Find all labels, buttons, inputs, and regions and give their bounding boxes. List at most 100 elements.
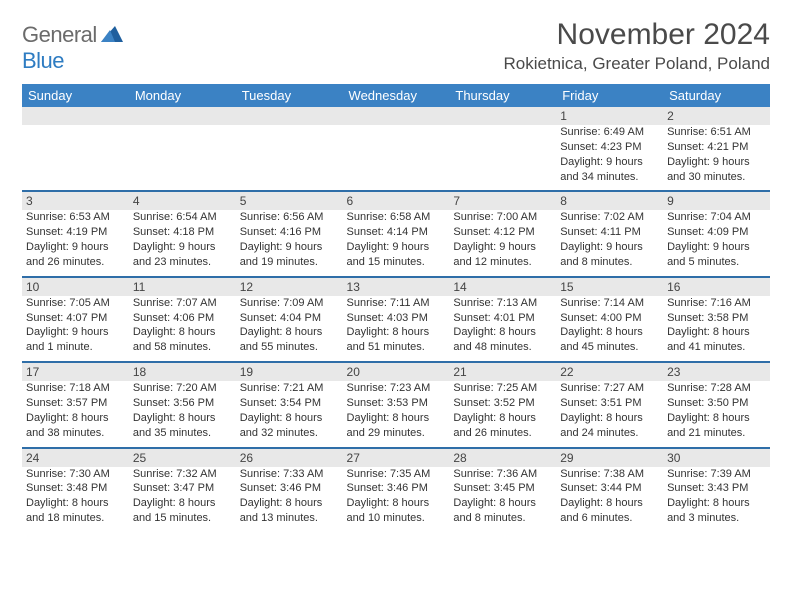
daynum-row: 10111213141516 (22, 277, 770, 296)
day-cell (343, 125, 450, 191)
day-cell: Sunrise: 7:09 AMSunset: 4:04 PMDaylight:… (236, 296, 343, 362)
day-number: 6 (343, 191, 450, 210)
sunset-text: Sunset: 3:45 PM (453, 481, 552, 496)
sunrise-text: Sunrise: 6:54 AM (133, 210, 232, 225)
daylight-text: Daylight: 9 hours and 19 minutes. (240, 240, 339, 270)
sunset-text: Sunset: 4:07 PM (26, 311, 125, 326)
day-number (343, 107, 450, 125)
sunset-text: Sunset: 3:43 PM (667, 481, 766, 496)
sunrise-text: Sunrise: 7:07 AM (133, 296, 232, 311)
day-header: Saturday (663, 84, 770, 107)
day-number: 19 (236, 362, 343, 381)
daylight-text: Daylight: 8 hours and 26 minutes. (453, 411, 552, 441)
sunrise-text: Sunrise: 7:11 AM (347, 296, 446, 311)
sunrise-text: Sunrise: 7:05 AM (26, 296, 125, 311)
day-header: Tuesday (236, 84, 343, 107)
sunrise-text: Sunrise: 7:33 AM (240, 467, 339, 482)
sunset-text: Sunset: 4:06 PM (133, 311, 232, 326)
sunset-text: Sunset: 3:46 PM (347, 481, 446, 496)
daylight-text: Daylight: 8 hours and 6 minutes. (560, 496, 659, 526)
title-block: November 2024 Rokietnica, Greater Poland… (504, 18, 771, 74)
day-number: 3 (22, 191, 129, 210)
daylight-text: Daylight: 8 hours and 21 minutes. (667, 411, 766, 441)
day-cell: Sunrise: 7:13 AMSunset: 4:01 PMDaylight:… (449, 296, 556, 362)
day-header: Wednesday (343, 84, 450, 107)
daylight-text: Daylight: 8 hours and 29 minutes. (347, 411, 446, 441)
daylight-text: Daylight: 8 hours and 13 minutes. (240, 496, 339, 526)
sunrise-text: Sunrise: 7:39 AM (667, 467, 766, 482)
day-number: 21 (449, 362, 556, 381)
day-cell: Sunrise: 7:18 AMSunset: 3:57 PMDaylight:… (22, 381, 129, 447)
sunrise-text: Sunrise: 7:21 AM (240, 381, 339, 396)
brand-general: General (22, 22, 97, 47)
day-number: 12 (236, 277, 343, 296)
daylight-text: Daylight: 9 hours and 5 minutes. (667, 240, 766, 270)
sunrise-text: Sunrise: 7:00 AM (453, 210, 552, 225)
sunrise-text: Sunrise: 7:02 AM (560, 210, 659, 225)
day-cell: Sunrise: 7:05 AMSunset: 4:07 PMDaylight:… (22, 296, 129, 362)
day-number: 15 (556, 277, 663, 296)
sunset-text: Sunset: 3:56 PM (133, 396, 232, 411)
sunset-text: Sunset: 4:00 PM (560, 311, 659, 326)
week-row: Sunrise: 7:30 AMSunset: 3:48 PMDaylight:… (22, 467, 770, 532)
daynum-row: 3456789 (22, 191, 770, 210)
day-number: 1 (556, 107, 663, 125)
day-cell: Sunrise: 7:21 AMSunset: 3:54 PMDaylight:… (236, 381, 343, 447)
day-cell: Sunrise: 7:23 AMSunset: 3:53 PMDaylight:… (343, 381, 450, 447)
sunset-text: Sunset: 3:58 PM (667, 311, 766, 326)
week-row: Sunrise: 6:49 AMSunset: 4:23 PMDaylight:… (22, 125, 770, 191)
daylight-text: Daylight: 8 hours and 18 minutes. (26, 496, 125, 526)
sunset-text: Sunset: 4:18 PM (133, 225, 232, 240)
day-number (449, 107, 556, 125)
daynum-row: 24252627282930 (22, 448, 770, 467)
daylight-text: Daylight: 8 hours and 3 minutes. (667, 496, 766, 526)
month-title: November 2024 (504, 18, 771, 52)
sunset-text: Sunset: 3:47 PM (133, 481, 232, 496)
sunset-text: Sunset: 3:44 PM (560, 481, 659, 496)
sunrise-text: Sunrise: 7:32 AM (133, 467, 232, 482)
day-number: 18 (129, 362, 236, 381)
sunset-text: Sunset: 3:52 PM (453, 396, 552, 411)
brand-triangle-icon (101, 22, 123, 48)
daylight-text: Daylight: 9 hours and 30 minutes. (667, 155, 766, 185)
day-cell (449, 125, 556, 191)
day-cell: Sunrise: 7:27 AMSunset: 3:51 PMDaylight:… (556, 381, 663, 447)
sunset-text: Sunset: 3:57 PM (26, 396, 125, 411)
day-cell: Sunrise: 7:02 AMSunset: 4:11 PMDaylight:… (556, 210, 663, 276)
sunset-text: Sunset: 3:53 PM (347, 396, 446, 411)
daylight-text: Daylight: 8 hours and 48 minutes. (453, 325, 552, 355)
sunrise-text: Sunrise: 7:18 AM (26, 381, 125, 396)
sunrise-text: Sunrise: 7:25 AM (453, 381, 552, 396)
daylight-text: Daylight: 9 hours and 8 minutes. (560, 240, 659, 270)
sunrise-text: Sunrise: 7:35 AM (347, 467, 446, 482)
sunrise-text: Sunrise: 7:20 AM (133, 381, 232, 396)
day-cell (129, 125, 236, 191)
daylight-text: Daylight: 9 hours and 15 minutes. (347, 240, 446, 270)
sunrise-text: Sunrise: 7:13 AM (453, 296, 552, 311)
day-number: 4 (129, 191, 236, 210)
day-cell: Sunrise: 7:20 AMSunset: 3:56 PMDaylight:… (129, 381, 236, 447)
day-cell (22, 125, 129, 191)
sunset-text: Sunset: 3:50 PM (667, 396, 766, 411)
sunset-text: Sunset: 4:16 PM (240, 225, 339, 240)
sunset-text: Sunset: 4:12 PM (453, 225, 552, 240)
day-cell: Sunrise: 7:33 AMSunset: 3:46 PMDaylight:… (236, 467, 343, 532)
brand-blue: Blue (22, 48, 64, 73)
daylight-text: Daylight: 9 hours and 12 minutes. (453, 240, 552, 270)
day-header: Sunday (22, 84, 129, 107)
brand-logo: General Blue (22, 22, 123, 74)
sunset-text: Sunset: 4:11 PM (560, 225, 659, 240)
calendar-header-row: Sunday Monday Tuesday Wednesday Thursday… (22, 84, 770, 107)
day-cell: Sunrise: 7:16 AMSunset: 3:58 PMDaylight:… (663, 296, 770, 362)
sunset-text: Sunset: 4:14 PM (347, 225, 446, 240)
day-header: Monday (129, 84, 236, 107)
daylight-text: Daylight: 9 hours and 1 minute. (26, 325, 125, 355)
daylight-text: Daylight: 8 hours and 58 minutes. (133, 325, 232, 355)
sunrise-text: Sunrise: 6:51 AM (667, 125, 766, 140)
day-cell: Sunrise: 6:58 AMSunset: 4:14 PMDaylight:… (343, 210, 450, 276)
day-cell: Sunrise: 7:39 AMSunset: 3:43 PMDaylight:… (663, 467, 770, 532)
header: General Blue November 2024 Rokietnica, G… (22, 18, 770, 74)
day-cell: Sunrise: 7:07 AMSunset: 4:06 PMDaylight:… (129, 296, 236, 362)
day-number: 7 (449, 191, 556, 210)
daylight-text: Daylight: 8 hours and 38 minutes. (26, 411, 125, 441)
